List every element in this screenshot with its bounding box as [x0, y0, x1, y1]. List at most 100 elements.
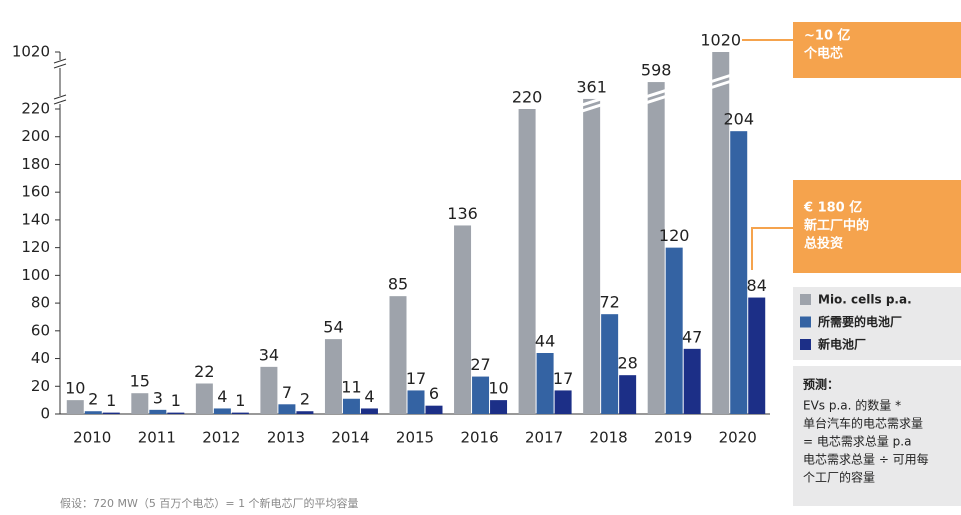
- data-label: 361: [576, 77, 607, 96]
- bar: [683, 348, 701, 414]
- y-tick-label: 20: [31, 377, 50, 395]
- notes-box: [793, 366, 961, 506]
- axis-break-mark: [53, 94, 67, 100]
- data-label: 1: [106, 391, 116, 410]
- annotation-text: 总投资: [804, 236, 843, 252]
- y-tick-label: 40: [31, 349, 50, 367]
- bar: [583, 98, 601, 415]
- data-label: 11: [341, 377, 361, 396]
- y-tick-label: 160: [21, 183, 50, 201]
- data-label: 10: [65, 379, 85, 398]
- data-label: 17: [406, 369, 426, 388]
- bar: [260, 366, 278, 414]
- data-label: 72: [599, 293, 619, 312]
- y-tick-label: 120: [21, 238, 50, 256]
- data-label: 54: [323, 318, 343, 337]
- legend-swatch: [800, 339, 811, 350]
- x-tick-label: 2010: [73, 429, 111, 447]
- y-tick-label: 100: [21, 266, 50, 284]
- data-label: 85: [388, 275, 408, 294]
- data-label: 4: [364, 387, 374, 406]
- bar: [425, 405, 443, 414]
- annotation-text: 个电芯: [803, 46, 843, 62]
- bar: [342, 398, 360, 414]
- data-label: 1: [171, 391, 181, 410]
- bar: [518, 109, 536, 414]
- axis-break-mark: [53, 63, 67, 69]
- x-tick-label: 2012: [202, 429, 240, 447]
- bar: [324, 339, 342, 414]
- bar: [102, 412, 120, 414]
- x-tick-label: 2019: [654, 429, 692, 447]
- data-label: 27: [470, 355, 490, 374]
- data-label: 84: [747, 276, 767, 295]
- bar-break: [707, 73, 734, 90]
- x-tick-label: 2014: [331, 429, 369, 447]
- y-tick-label: 60: [31, 321, 50, 339]
- legend-box: [793, 287, 961, 360]
- bar: [213, 408, 231, 414]
- data-label: 120: [659, 226, 690, 245]
- notes-line: EVs p.a. 的数量 *: [803, 398, 901, 413]
- data-label: 47: [682, 327, 702, 346]
- data-label: 7: [282, 383, 292, 402]
- data-label: 10: [488, 379, 508, 398]
- data-label: 220: [512, 88, 543, 107]
- bar: [149, 409, 167, 414]
- x-tick-label: 2011: [138, 429, 176, 447]
- footnote: 假设：720 MW（5 百万个电芯）= 1 个新电芯厂的平均容量: [60, 496, 359, 510]
- notes-line: = 电芯需求总量 p.a: [803, 435, 911, 449]
- y-tick-label: 200: [21, 127, 50, 145]
- bar: [278, 404, 296, 414]
- bar: [472, 376, 490, 414]
- bar: [360, 408, 378, 414]
- bar: [647, 82, 665, 414]
- legend-label: 所需要的电池厂: [818, 314, 902, 329]
- notes-line: 电芯需求总量 ÷ 可用每: [803, 452, 929, 467]
- annotation-text: € 180 亿: [803, 200, 862, 216]
- bar: [296, 411, 314, 414]
- data-label: 204: [723, 110, 754, 129]
- bar-break: [643, 88, 670, 105]
- axis-break: [54, 60, 66, 68]
- bar: [665, 247, 683, 414]
- data-label: 34: [259, 345, 279, 364]
- bar: [454, 225, 472, 414]
- data-label: 1: [235, 391, 245, 410]
- bar: [407, 390, 425, 414]
- bar: [619, 375, 637, 414]
- y-tick-label: 180: [21, 155, 50, 173]
- bar: [748, 297, 766, 414]
- y-tick-label: 80: [31, 294, 50, 312]
- legend-label: 新电池厂: [818, 337, 866, 352]
- x-tick-label: 2016: [460, 429, 498, 447]
- data-label: 4: [217, 387, 227, 406]
- annotation-text: ~10 亿: [804, 28, 851, 44]
- bar: [536, 353, 554, 414]
- bar: [231, 412, 249, 414]
- notes-line: 单台汽车的电芯需求量: [803, 416, 923, 431]
- legend-swatch: [800, 316, 811, 328]
- bar: [167, 412, 185, 414]
- y-tick-label: 220: [21, 100, 50, 118]
- notes-line: 个工厂的容量: [803, 470, 875, 485]
- annotation-box: [793, 180, 961, 273]
- data-label: 136: [447, 204, 478, 223]
- data-label: 6: [429, 384, 439, 403]
- bar-break: [578, 96, 605, 114]
- data-label: 2: [88, 390, 98, 409]
- data-label: 44: [535, 332, 555, 351]
- x-tick-label: 2017: [525, 429, 563, 447]
- bar: [389, 296, 407, 414]
- bar: [601, 314, 619, 414]
- axis-break-mark: [53, 99, 67, 105]
- data-label: 2: [300, 390, 310, 409]
- connector: [751, 227, 793, 270]
- data-label: 1020: [700, 31, 741, 50]
- legend-label: Mio. cells p.a.: [818, 293, 912, 307]
- bar: [131, 393, 149, 414]
- x-tick-label: 2015: [396, 429, 434, 447]
- axis-break: [54, 96, 66, 104]
- x-tick-label: 2018: [590, 429, 628, 447]
